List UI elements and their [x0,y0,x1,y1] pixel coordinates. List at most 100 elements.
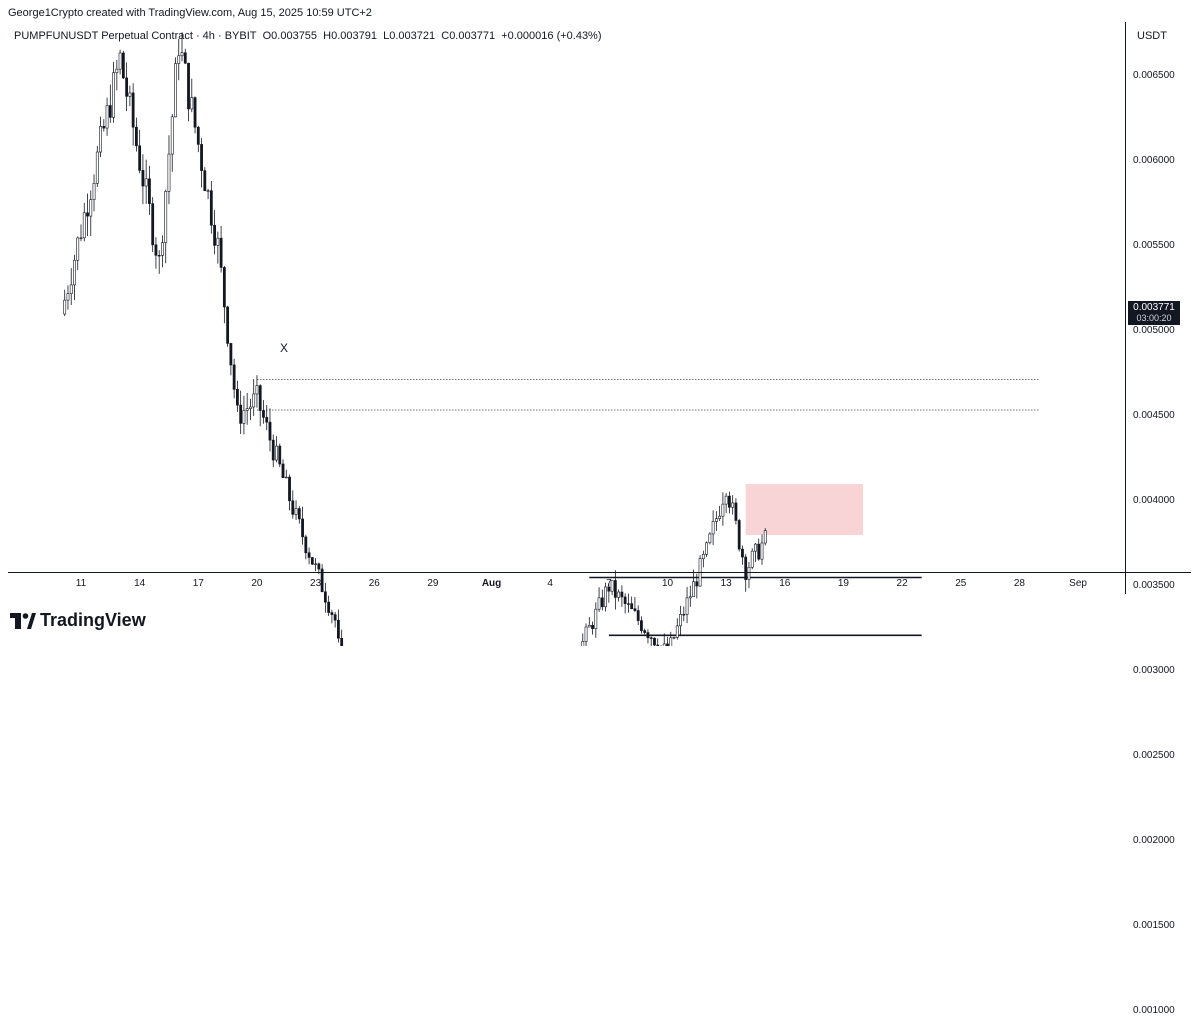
candle-up [180,52,184,57]
candle-down [333,614,337,621]
candle-up [597,597,601,610]
candle-down [86,212,89,217]
time-tick-label: 28 [1013,578,1025,589]
candle-up [610,580,614,592]
change-value: +0.000016 (+0.43%) [501,30,602,42]
candle-down [682,614,686,616]
time-tick-label: 19 [837,578,849,589]
candle-down [653,637,656,646]
open-value: O0.003755 [262,30,318,42]
candle-down [626,603,630,605]
candle-down [607,586,611,592]
candle-down [102,126,106,129]
candle-up [754,543,757,552]
candle-up [721,503,725,517]
candle-up [581,641,585,646]
candle-up [245,408,249,411]
candle-down [620,591,624,598]
time-tick-label: 20 [251,578,263,589]
candle-up [206,190,210,192]
candle-up [747,566,751,580]
candle-up [294,508,298,515]
candle-down [193,97,197,128]
candle-up [679,614,682,627]
chart-credit: George1Crypto created with TradingView.c… [8,7,372,19]
candle-up [170,116,174,155]
candle-down [646,632,650,639]
price-tick-label: 0.002000 [1133,835,1175,846]
symbol-name[interactable]: PUMPFUNUSDT Perpetual Contract · 4h · BY… [14,30,257,42]
candle-down [728,495,731,508]
candle-down [229,343,233,366]
candle-down [623,596,627,604]
candle-down [591,624,594,629]
candle-down [151,203,155,246]
time-tick-label: 29 [427,578,439,589]
candle-down [741,548,744,558]
candle-down [183,52,187,64]
candle-down [157,255,161,257]
candle-down [134,126,138,147]
candle-up [594,608,598,629]
candle-up [115,68,119,73]
last-price-label: 0.003771 03:00:20 [1128,301,1180,325]
time-tick-label: 16 [779,578,791,589]
symbol-legend[interactable]: PUMPFUNUSDT Perpetual Contract · 4h · BY… [14,30,602,42]
currency-label[interactable]: USDT [1137,30,1167,42]
candle-down [262,410,265,418]
time-tick-label: 13 [720,578,732,589]
candle-down [125,77,129,97]
candle-up [708,533,712,544]
candle-down [278,445,282,465]
candle-down [232,364,236,390]
candle-down [327,601,331,613]
candle-up [177,55,181,64]
candle-up [63,299,67,315]
candle-down [734,502,738,521]
tradingview-logo[interactable]: TradingView [10,610,146,631]
candlestick-chart[interactable]: X [0,0,1200,646]
candle-up [672,637,676,639]
candle-up [99,126,102,153]
time-tick-label: 23 [310,578,322,589]
candle-down [317,563,321,570]
candle-up [92,183,96,201]
candle-down [640,620,643,631]
candle-down [630,603,634,610]
candle-down [323,591,327,603]
candle-down [213,224,216,246]
price-tick-label: 0.006000 [1133,155,1175,166]
candle-down [744,556,748,580]
time-tick-label: Sep [1069,578,1087,589]
candle-down [200,144,203,171]
candle-up [763,530,767,544]
price-tick-label: 0.005000 [1133,325,1175,336]
candle-down [258,385,262,411]
candle-down [636,610,640,621]
candle-down [209,190,213,226]
candle-down [196,126,200,145]
supply-zone [745,484,863,535]
candle-up [731,502,735,508]
candle-up [128,92,132,97]
candle-up [66,293,70,301]
candle-up [685,597,689,615]
candle-down [265,417,269,423]
candle-up [105,105,109,129]
candle-down [226,306,230,344]
candle-up [701,553,705,559]
candle-up [69,284,73,294]
candle-down [291,500,295,515]
candle-down [187,62,190,110]
candle-down [666,643,669,646]
time-tick-label: 11 [75,578,87,589]
candle-down [239,404,243,424]
x-marker-label: X [280,341,288,355]
candle-down [219,237,223,268]
candle-down [268,421,272,441]
candle-up [73,259,76,286]
candle-down [330,612,334,615]
candle-down [222,267,226,308]
candle-up [164,191,168,243]
candle-up [587,624,591,628]
